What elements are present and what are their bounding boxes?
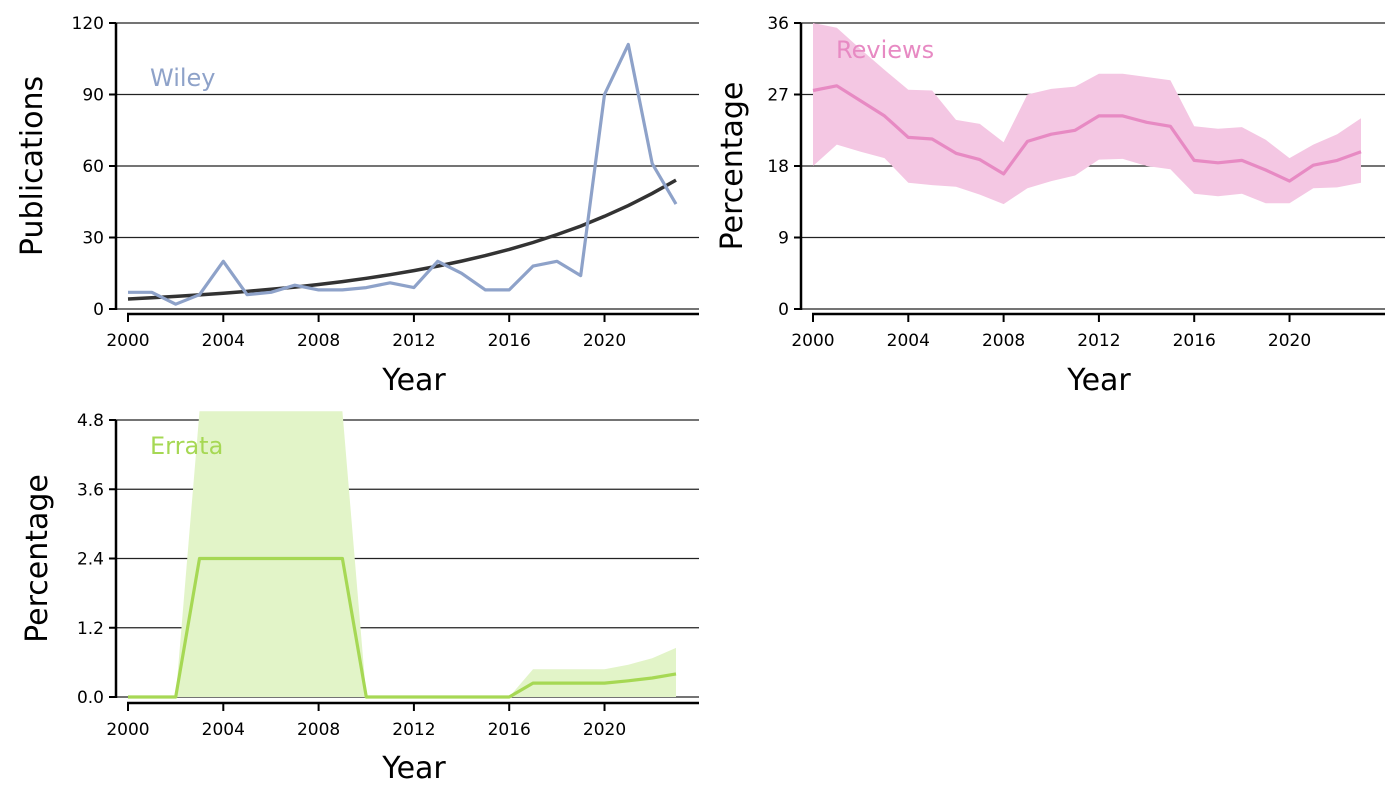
y-tick-label: 3.6 — [77, 480, 104, 500]
y-axis-label: Publications — [15, 76, 50, 256]
panel-wiley: 0 30 60 90 120 2000 2004 2008 2012 2016 2020 Year Pu… — [15, 14, 699, 398]
x-tick-label: 2012 — [1077, 331, 1120, 351]
y-tick-label: 27 — [767, 86, 789, 106]
panel-label: Reviews — [836, 36, 934, 64]
y-tick-label: 4.8 — [77, 411, 104, 431]
panel-label: Wiley — [150, 64, 216, 92]
x-tick-label: 2016 — [488, 720, 531, 740]
confidence-band — [813, 23, 1361, 205]
x-tick-label: 2000 — [791, 331, 834, 351]
series-line — [812, 84, 1362, 183]
x-tick-label: 2020 — [1268, 331, 1311, 351]
y-tick-label: 18 — [767, 157, 789, 177]
y-tick-label: 60 — [82, 157, 104, 177]
y-tick-label: 0 — [778, 300, 789, 320]
x-tick-label: 2000 — [106, 331, 149, 351]
x-axis-label: Year — [381, 363, 446, 398]
panel-label: Errata — [150, 432, 223, 460]
x-tick-label: 2020 — [583, 720, 626, 740]
x-tick-label: 2004 — [202, 331, 245, 351]
series-line — [128, 42, 678, 306]
x-axis-label: Year — [1066, 363, 1131, 398]
y-tick-label: 30 — [82, 229, 104, 249]
y-tick-label: 1.2 — [77, 619, 104, 639]
confidence-band — [128, 411, 676, 697]
x-axis-label: Year — [381, 751, 446, 786]
x-tick-label: 2016 — [488, 331, 531, 351]
x-tick-label: 2008 — [982, 331, 1025, 351]
x-tick-label: 2020 — [583, 331, 626, 351]
x-tick-label: 2016 — [1173, 331, 1216, 351]
y-tick-label: 2.4 — [77, 550, 104, 570]
y-tick-label: 36 — [767, 14, 789, 34]
y-tick-label: 0 — [93, 300, 104, 320]
y-tick-label: 9 — [778, 229, 789, 249]
y-tick-label: 0.0 — [77, 688, 104, 708]
trend-line — [127, 178, 677, 301]
x-tick-label: 2004 — [202, 720, 245, 740]
y-tick-label: 120 — [72, 14, 104, 34]
y-axis-label: Percentage — [20, 474, 55, 643]
panel-errata: 0.0 1.2 2.4 3.6 4.8 2000 2004 2008 2012 2016 2020 Y… — [20, 411, 699, 786]
x-tick-label: 2012 — [392, 331, 435, 351]
x-tick-label: 2008 — [297, 720, 340, 740]
panel-reviews: 0 9 18 27 36 2000 2004 2008 2012 2016 2020 Year Perc… — [715, 14, 1385, 398]
x-tick-label: 2012 — [392, 720, 435, 740]
x-tick-label: 2004 — [887, 331, 930, 351]
x-tick-label: 2000 — [106, 720, 149, 740]
x-tick-label: 2008 — [297, 331, 340, 351]
y-tick-label: 90 — [82, 86, 104, 106]
y-axis-label: Percentage — [715, 82, 750, 251]
series-line — [128, 556, 677, 699]
